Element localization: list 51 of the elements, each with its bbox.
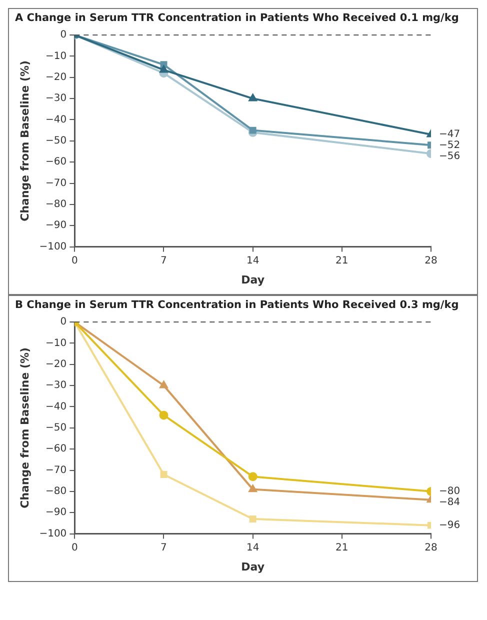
y-tick-label: −100 <box>39 241 67 252</box>
y-tick-label: −30 <box>46 380 67 392</box>
y-tick-label: −30 <box>46 93 67 104</box>
y-axis-title: Change from Baseline (%) <box>18 60 32 222</box>
chart-title: A Change in Serum TTR Concentration in Patients Who Received 0.1 mg/kg <box>15 12 460 24</box>
x-tick-label: 14 <box>246 542 260 554</box>
point <box>160 471 168 478</box>
y-tick-label: −10 <box>46 50 67 62</box>
x-tick-label: 21 <box>336 255 348 266</box>
x-tick-label: 0 <box>71 542 78 554</box>
y-tick-label: −90 <box>46 220 67 232</box>
point <box>249 126 256 134</box>
data-label: −80 <box>439 486 460 498</box>
y-tick-label: −90 <box>46 507 67 518</box>
data-label: −96 <box>439 520 460 531</box>
point <box>160 381 168 388</box>
x-tick-label: 28 <box>424 542 438 554</box>
y-tick-label: −10 <box>46 338 67 349</box>
y-axis-title: Change from Baseline (%) <box>18 347 32 508</box>
x-axis-title: Day <box>241 273 265 286</box>
y-tick-label: −50 <box>46 135 67 146</box>
x-tick-label: 14 <box>246 255 260 266</box>
point <box>159 410 168 420</box>
y-tick-label: −40 <box>46 401 67 412</box>
x-tick-label: 7 <box>160 255 167 266</box>
x-tick-label: 21 <box>336 542 348 554</box>
y-tick-label: −20 <box>46 72 67 83</box>
y-tick-label: −80 <box>46 199 67 210</box>
y-tick-label: −60 <box>46 156 67 168</box>
y-tick-label: −40 <box>46 114 67 126</box>
point <box>248 484 257 492</box>
y-tick-label: −100 <box>39 528 67 540</box>
y-tick-label: −20 <box>46 358 67 370</box>
y-tick-label: −70 <box>46 464 67 476</box>
y-tick-label: −70 <box>46 178 67 189</box>
point <box>249 516 256 522</box>
x-tick-label: 0 <box>71 255 78 266</box>
data-label: −52 <box>439 140 460 152</box>
data-label: −84 <box>439 497 460 508</box>
data-label: −47 <box>439 129 460 140</box>
y-tick-label: 0 <box>60 316 67 328</box>
chart-title: B Change in Serum TTR Concentration in Patients Who Received 0.3 mg/kg <box>15 299 460 311</box>
point <box>248 472 258 482</box>
y-tick-label: −50 <box>46 422 67 434</box>
y-tick-label: −80 <box>46 486 67 498</box>
x-axis-title: Day <box>241 560 265 574</box>
data-label: −56 <box>439 151 460 162</box>
y-tick-label: 0 <box>60 30 67 41</box>
x-tick-label: 7 <box>160 542 167 554</box>
x-tick-label: 28 <box>424 255 438 266</box>
y-tick-label: −60 <box>46 444 67 455</box>
